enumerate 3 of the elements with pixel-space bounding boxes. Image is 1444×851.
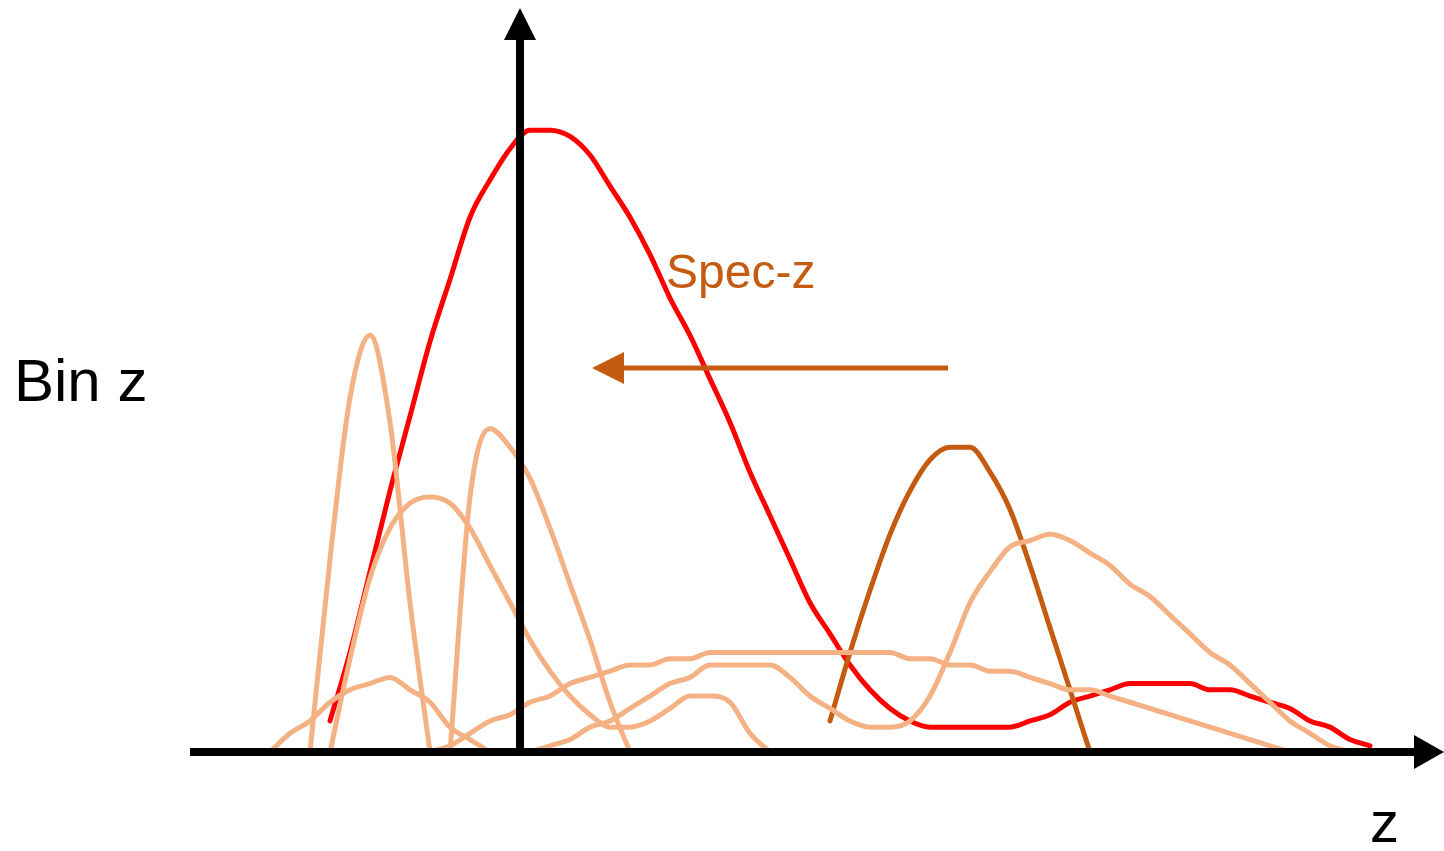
y-axis-title: Bin z: [14, 346, 148, 415]
x-axis-title: z: [1370, 788, 1399, 851]
annotation: Spec-z: [666, 244, 816, 299]
